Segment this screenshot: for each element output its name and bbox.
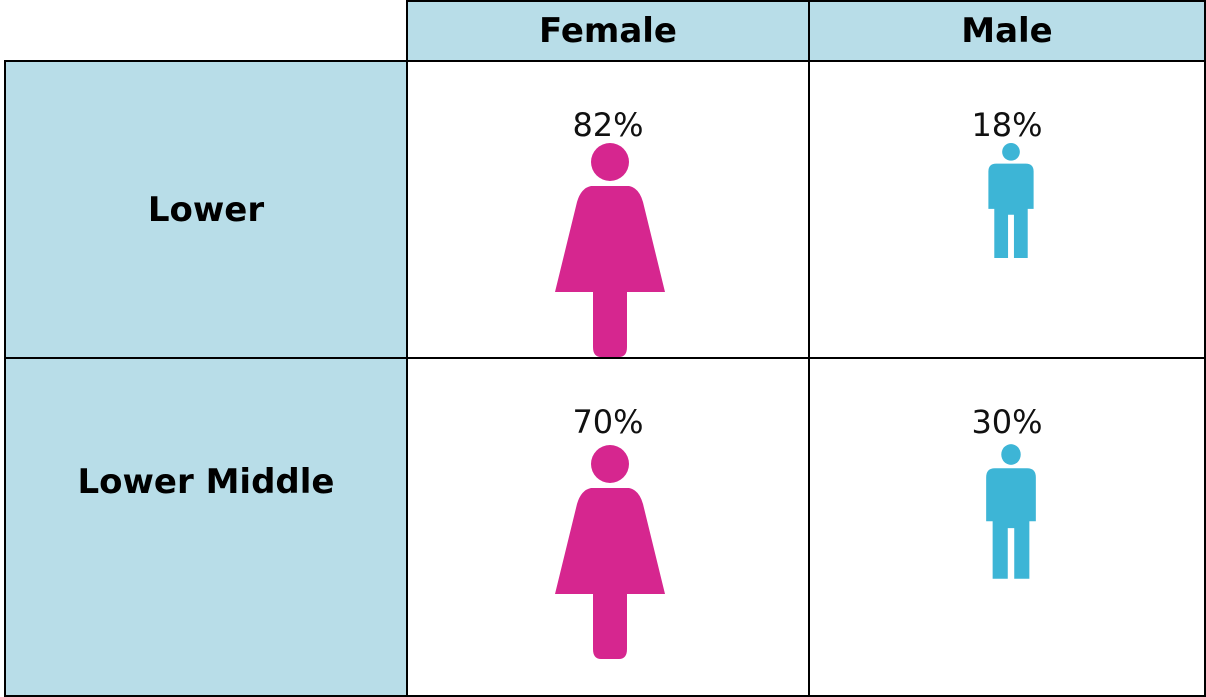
- table-cell: 82%: [406, 60, 810, 359]
- male-icon: [986, 444, 1036, 579]
- percent-label: 30%: [971, 403, 1043, 441]
- table-cell: 30%: [808, 357, 1206, 697]
- table-cell: 70%: [406, 357, 810, 697]
- row-header: Lower Middle: [4, 357, 408, 697]
- table-cell: 18%: [808, 60, 1206, 359]
- header-text: Male: [961, 11, 1053, 51]
- female-icon: [555, 445, 665, 659]
- percent-label: 18%: [971, 106, 1043, 144]
- row-label: Lower Middle: [77, 462, 335, 502]
- row-header: Lower: [4, 60, 408, 359]
- percent-label: 82%: [572, 106, 644, 144]
- header-text: Female: [539, 11, 677, 51]
- column-header: Male: [808, 0, 1206, 62]
- row-label: Lower: [147, 189, 265, 230]
- female-icon: [555, 143, 665, 357]
- column-header: Female: [406, 0, 810, 62]
- percent-label: 70%: [572, 403, 644, 441]
- male-icon: [988, 142, 1034, 259]
